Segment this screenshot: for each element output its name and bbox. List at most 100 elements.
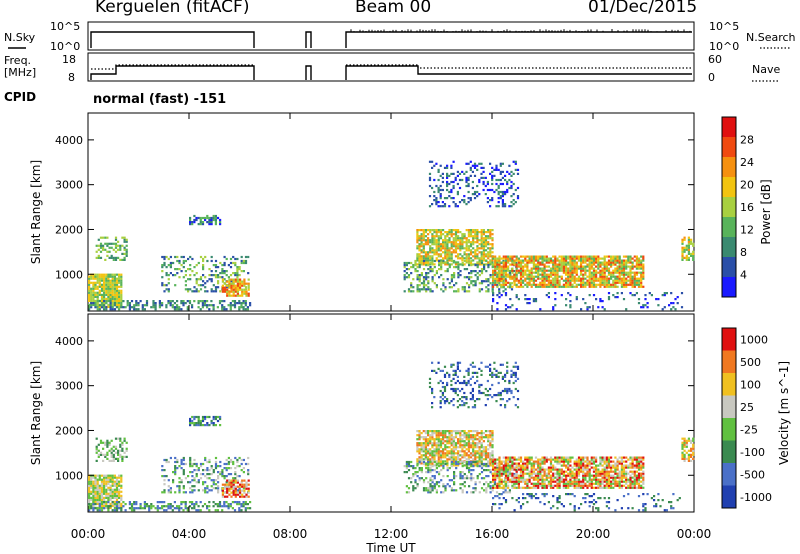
nave-trace-1 bbox=[91, 64, 254, 70]
data-cell bbox=[247, 487, 250, 490]
data-cell bbox=[429, 450, 432, 453]
data-cell bbox=[429, 259, 432, 262]
data-cell bbox=[690, 240, 693, 243]
data-cell bbox=[616, 292, 619, 295]
data-cell bbox=[487, 465, 490, 468]
data-cell bbox=[486, 201, 489, 204]
data-cell bbox=[225, 257, 228, 261]
data-cell bbox=[249, 501, 252, 504]
data-cell bbox=[94, 287, 97, 290]
data-cell bbox=[106, 453, 109, 456]
data-cell bbox=[491, 229, 494, 232]
data-cell bbox=[489, 454, 492, 457]
data-cell bbox=[433, 251, 436, 254]
data-cell bbox=[180, 481, 183, 484]
data-cell bbox=[203, 503, 207, 506]
data-cell bbox=[438, 481, 441, 484]
data-cell bbox=[519, 480, 523, 483]
data-cell bbox=[446, 235, 449, 238]
data-cell bbox=[191, 489, 194, 492]
data-cell bbox=[427, 432, 430, 435]
data-cell bbox=[444, 432, 447, 435]
data-cell bbox=[552, 267, 555, 270]
data-cell bbox=[103, 289, 106, 292]
data-cell bbox=[685, 254, 688, 257]
data-cell bbox=[474, 264, 477, 267]
data-cell bbox=[687, 256, 690, 259]
data-cell bbox=[443, 197, 447, 200]
data-cell bbox=[446, 259, 449, 262]
data-cell bbox=[98, 289, 101, 292]
data-cell bbox=[642, 285, 645, 288]
data-cell bbox=[228, 479, 231, 482]
data-cell bbox=[125, 248, 128, 251]
data-cell bbox=[565, 271, 568, 274]
data-cell bbox=[515, 257, 518, 260]
data-cell bbox=[510, 186, 513, 190]
data-cell bbox=[435, 450, 438, 453]
data-cell bbox=[496, 476, 499, 479]
data-cell bbox=[474, 436, 477, 439]
data-cell bbox=[442, 239, 445, 242]
data-cell bbox=[502, 255, 505, 258]
data-cell bbox=[249, 507, 252, 510]
data-cell bbox=[580, 255, 583, 258]
data-cell bbox=[584, 255, 587, 258]
data-cell bbox=[504, 474, 508, 477]
data-cell bbox=[515, 486, 518, 489]
data-cell bbox=[532, 265, 535, 268]
data-cell bbox=[244, 501, 247, 504]
data-cell bbox=[502, 290, 505, 293]
data-cell bbox=[524, 283, 527, 286]
data-cell bbox=[511, 259, 514, 262]
data-cell bbox=[633, 281, 636, 284]
data-cell bbox=[499, 195, 502, 198]
data-cell bbox=[241, 282, 244, 285]
data-cell bbox=[427, 243, 430, 246]
data-cell bbox=[96, 281, 99, 284]
data-cell bbox=[474, 481, 477, 484]
data-cell bbox=[227, 462, 230, 466]
data-cell bbox=[433, 440, 436, 443]
data-cell bbox=[519, 478, 523, 481]
data-cell bbox=[90, 482, 93, 485]
data-cell bbox=[435, 229, 438, 232]
data-cell bbox=[443, 166, 447, 169]
data-cell bbox=[427, 255, 430, 258]
data-cell bbox=[109, 480, 112, 483]
data-cell bbox=[514, 201, 517, 204]
data-cell bbox=[549, 279, 553, 282]
data-cell bbox=[105, 480, 108, 483]
data-cell bbox=[565, 267, 568, 270]
data-cell bbox=[495, 205, 498, 208]
data-cell bbox=[465, 282, 469, 285]
data-cell bbox=[163, 469, 166, 472]
data-cell bbox=[100, 304, 104, 307]
data-cell bbox=[554, 257, 557, 260]
data-cell bbox=[560, 294, 563, 297]
data-cell bbox=[453, 481, 456, 484]
data-cell bbox=[96, 308, 99, 311]
data-cell bbox=[96, 291, 99, 294]
data-cell bbox=[474, 483, 477, 486]
data-cell bbox=[199, 278, 203, 281]
data-cell bbox=[633, 271, 636, 274]
data-cell bbox=[480, 444, 483, 447]
data-cell bbox=[418, 432, 421, 435]
data-cell bbox=[599, 273, 602, 276]
data-cell bbox=[158, 306, 161, 309]
data-cell bbox=[453, 290, 456, 293]
data-cell bbox=[182, 469, 185, 472]
data-cell bbox=[95, 447, 98, 450]
data-cell bbox=[418, 452, 421, 455]
data-cell bbox=[545, 273, 548, 276]
data-cell bbox=[482, 180, 485, 184]
data-cell bbox=[440, 479, 443, 482]
data-cell bbox=[214, 276, 218, 279]
data-cell bbox=[484, 452, 488, 455]
data-cell bbox=[189, 424, 192, 427]
data-cell bbox=[612, 261, 615, 264]
data-cell bbox=[469, 261, 473, 264]
data-cell bbox=[476, 168, 479, 171]
data-cell bbox=[644, 298, 647, 301]
